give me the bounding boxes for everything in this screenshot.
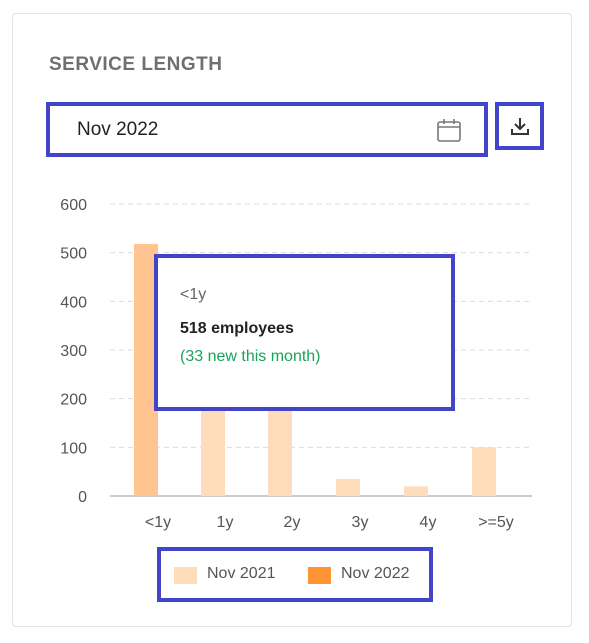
bar — [472, 447, 496, 496]
download-icon — [511, 118, 529, 135]
widget-title: SERVICE LENGTH — [49, 54, 223, 75]
y-tick-label: 500 — [60, 246, 87, 263]
x-tick-label: 3y — [352, 514, 369, 531]
tooltip-category: <1y — [180, 286, 207, 303]
chart-tooltip: <1y 518 employees (33 new this month) — [154, 254, 455, 411]
month-picker[interactable]: Nov 2022 — [46, 102, 488, 157]
tooltip-employee-count: 518 employees — [180, 320, 294, 337]
y-tick-label: 100 — [60, 440, 87, 457]
bar — [336, 478, 360, 496]
x-tick-label: 2y — [284, 514, 301, 531]
y-tick-label: 400 — [60, 294, 87, 311]
y-tick-label: 0 — [78, 489, 87, 506]
bar — [201, 408, 225, 496]
legend-label: Nov 2022 — [341, 565, 410, 582]
x-tick-label: >=5y — [478, 514, 514, 531]
chart-legend: Nov 2021 Nov 2022 — [157, 547, 433, 602]
y-tick-label: 200 — [60, 392, 87, 409]
x-tick-label: 1y — [217, 514, 234, 531]
calendar-icon[interactable] — [436, 117, 462, 148]
x-tick-label: <1y — [145, 514, 171, 531]
legend-label: Nov 2021 — [207, 565, 276, 582]
y-tick-label: 300 — [60, 343, 87, 360]
month-picker-value: Nov 2022 — [77, 119, 159, 140]
legend-swatch — [308, 567, 331, 584]
legend-swatch — [174, 567, 197, 584]
tooltip-new-count: (33 new this month) — [180, 348, 321, 365]
x-tick-label: 4y — [420, 514, 437, 531]
bar — [268, 408, 292, 496]
bar — [404, 486, 428, 496]
y-tick-label: 600 — [60, 197, 87, 214]
download-button[interactable] — [495, 102, 544, 150]
